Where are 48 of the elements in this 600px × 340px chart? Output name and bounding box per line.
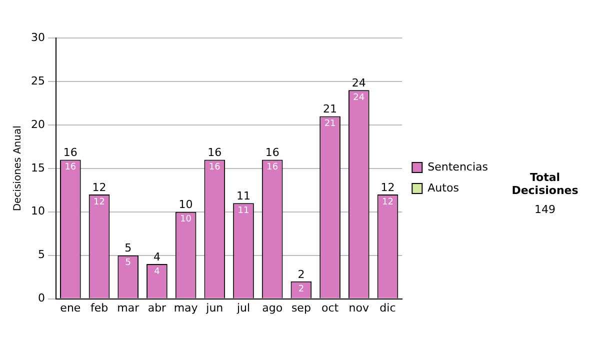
total-label: 5 (124, 242, 132, 255)
data-label: 2 (298, 284, 304, 294)
x-tick-label: oct (321, 301, 340, 314)
data-label: 16 (266, 162, 278, 173)
y-tick-label: 30 (30, 30, 45, 44)
text: 149 (534, 202, 556, 216)
y-tick-label: 25 (30, 74, 45, 88)
y-tick-label: 5 (38, 248, 45, 262)
x-tick-label: sep (291, 301, 311, 314)
x-tick-label: feb (90, 301, 108, 314)
text: Total Decisiones (510, 170, 580, 196)
total-label: 4 (153, 250, 160, 264)
total-label: 11 (236, 190, 250, 203)
x-tick-label: jul (236, 301, 250, 314)
data-label: 10 (180, 214, 192, 225)
data-label: 16 (208, 162, 221, 173)
data-label: 12 (94, 197, 105, 208)
x-tick-label: ago (262, 301, 283, 314)
data-label: 16 (64, 162, 76, 173)
total-label: 21 (323, 102, 338, 116)
y-tick-label: 15 (30, 161, 45, 174)
legend-label: Sentencias (428, 160, 488, 174)
y-axis-title: Decisiones Anual (12, 126, 24, 212)
x-tick-label: dic (380, 301, 396, 314)
total-label: 24 (352, 76, 366, 90)
y-tick-label: 0 (38, 292, 45, 305)
total-label: 16 (208, 146, 222, 160)
data-label: 24 (353, 93, 365, 104)
x-tick-label: nov (348, 301, 370, 314)
total-label: 16 (63, 146, 78, 160)
x-tick-label: may (174, 301, 198, 314)
total-label: 16 (265, 146, 280, 160)
total-label: 12 (92, 180, 106, 194)
data-label: 11 (238, 206, 250, 216)
x-tick-label: jun (205, 301, 224, 314)
data-label: 21 (324, 119, 336, 130)
total-label: 2 (298, 268, 305, 281)
total-label: 12 (380, 180, 395, 194)
data-label: 12 (382, 197, 394, 208)
legend-label: Autos (428, 181, 460, 194)
y-tick-label: 20 (30, 118, 45, 131)
data-label: 4 (154, 266, 160, 277)
data-label: 5 (125, 258, 131, 268)
total-label: 10 (178, 198, 193, 212)
y-tick-label: 10 (30, 204, 45, 218)
x-tick-label: abr (148, 301, 167, 314)
x-tick-label: mar (117, 301, 140, 314)
x-tick-label: ene (60, 301, 81, 314)
